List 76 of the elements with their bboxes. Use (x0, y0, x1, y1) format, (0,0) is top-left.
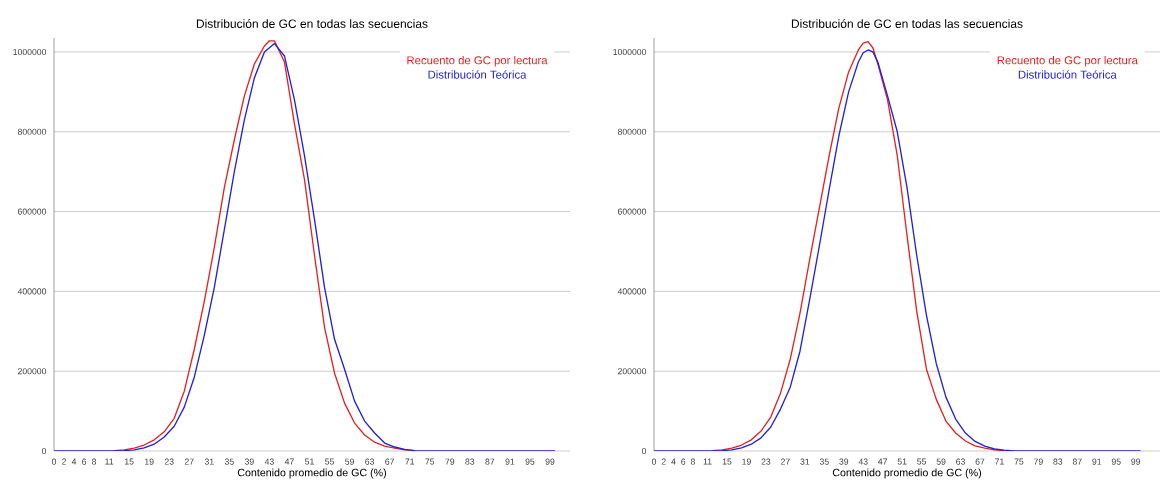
x-tick-label: 87 (1072, 458, 1082, 465)
x-axis-title: Contenido promedio de GC (%) (237, 468, 387, 479)
x-tick-label: 79 (445, 458, 455, 465)
x-tick-label: 51 (897, 458, 907, 465)
x-tick-label: 19 (145, 458, 154, 465)
x-tick-label: 51 (305, 458, 314, 465)
x-tick-label: 27 (184, 458, 194, 465)
x-tick-label: 8 (690, 458, 695, 465)
x-tick-label: 19 (742, 458, 751, 465)
x-tick-label: 71 (995, 458, 1004, 465)
x-tick-label: 23 (164, 458, 174, 465)
chart-title: Distribución de GC en todas las secuencias (196, 18, 428, 28)
x-tick-label: 31 (800, 458, 810, 465)
x-tick-label: 6 (681, 458, 686, 465)
x-tick-label: 63 (956, 458, 965, 465)
x-tick-label: 95 (1111, 458, 1121, 465)
x-tick-label: 11 (703, 458, 712, 465)
x-tick-label: 99 (545, 458, 555, 465)
x-tick-label: 55 (325, 458, 334, 465)
text: Recuento de GC por lectura (997, 55, 1138, 67)
x-tick-label: 43 (264, 458, 274, 465)
chart-title: Distribución de GC en todas las secuencias (791, 18, 1023, 28)
x-tick-label: 91 (505, 458, 515, 465)
x-tick-label: 83 (465, 458, 475, 465)
text: Recuento de GC por lectura (407, 55, 548, 67)
x-tick-label: 87 (485, 458, 495, 465)
x-tick-label: 47 (284, 458, 294, 465)
x-tick-label: 79 (1033, 458, 1043, 465)
y-tick-label: 1000000 (13, 48, 47, 56)
y-tick-label: 800000 (617, 128, 647, 135)
x-tick-label: 95 (525, 458, 535, 465)
x-tick-label: 43 (858, 458, 868, 465)
y-tick-label: 600000 (617, 208, 647, 215)
x-tick-label: 4 (671, 458, 676, 465)
x-tick-label: 83 (1053, 458, 1063, 465)
x-tick-label: 31 (204, 458, 214, 465)
x-tick-label: 75 (1014, 458, 1024, 465)
x-tick-label: 27 (780, 458, 790, 465)
x-tick-label: 99 (1131, 458, 1141, 465)
y-tick-label: 200000 (617, 368, 647, 375)
x-tick-label: 0 (651, 458, 657, 465)
y-tick-label: 400000 (617, 288, 647, 295)
x-tick-label: 63 (365, 458, 375, 465)
y-tick-label: 600000 (17, 208, 47, 215)
x-tick-label: 23 (761, 458, 771, 465)
y-tick-label: 0 (641, 447, 647, 455)
x-tick-label: 35 (224, 458, 234, 465)
x-tick-label: 59 (936, 458, 946, 465)
x-tick-label: 15 (722, 458, 732, 465)
x-tick-label: 2 (62, 458, 66, 465)
x-tick-label: 71 (405, 458, 415, 465)
x-tick-label: 39 (244, 458, 254, 465)
x-tick-label: 47 (878, 458, 888, 465)
x-tick-label: 59 (345, 458, 354, 465)
x-axis-title: Contenido promedio de GC (%) (832, 468, 982, 479)
x-tick-label: 67 (975, 458, 985, 465)
text: Distribución Teórica (1018, 70, 1117, 79)
text: Distribución Teórica (428, 70, 527, 79)
x-tick-label: 11 (105, 458, 114, 465)
y-tick-label: 800000 (17, 128, 47, 135)
y-tick-label: 400000 (17, 288, 47, 295)
y-tick-label: 0 (41, 447, 47, 455)
x-tick-label: 75 (425, 458, 435, 465)
x-tick-label: 35 (819, 458, 829, 465)
y-tick-label: 1000000 (613, 48, 647, 56)
x-tick-label: 55 (917, 458, 927, 465)
x-tick-label: 39 (839, 458, 849, 465)
x-tick-label: 2 (661, 458, 666, 465)
y-tick-label: 200000 (17, 368, 47, 375)
x-tick-label: 6 (82, 458, 87, 465)
x-tick-label: 91 (1092, 458, 1102, 465)
x-tick-label: 8 (92, 458, 97, 465)
x-tick-label: 15 (125, 458, 134, 465)
x-tick-label: 67 (385, 458, 395, 465)
x-tick-label: 0 (51, 458, 57, 465)
x-tick-label: 4 (71, 458, 77, 465)
